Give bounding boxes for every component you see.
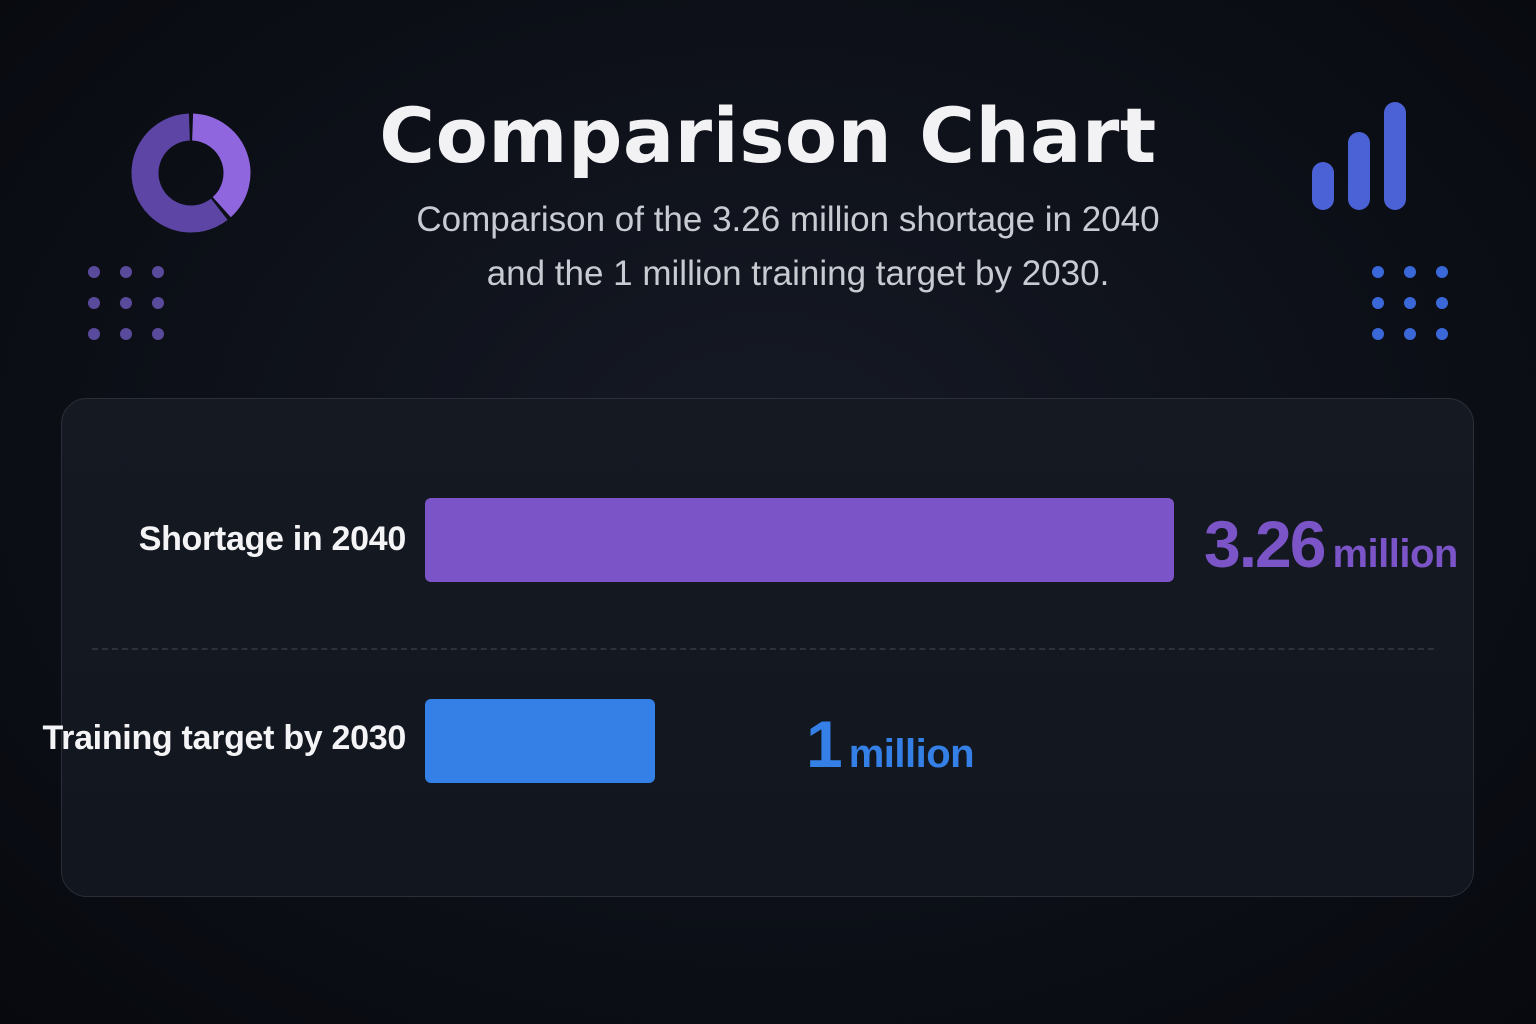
bar-shortage bbox=[425, 498, 1174, 582]
donut-dark-segment bbox=[131, 113, 228, 233]
decor-right-dot bbox=[1436, 297, 1448, 309]
value-label-shortage: 3.26 million bbox=[1204, 506, 1458, 582]
page-title: Comparison Chart bbox=[379, 91, 1157, 180]
bar-chart-icon bbox=[1312, 102, 1406, 210]
decor-right-dot bbox=[1404, 266, 1416, 278]
value-label-training: 1 million bbox=[806, 706, 975, 782]
decor-right-dot bbox=[1436, 266, 1448, 278]
decor-right-dot bbox=[1372, 328, 1384, 340]
decor-right-dot bbox=[1404, 328, 1416, 340]
bar-chart-icon-bar-3 bbox=[1384, 102, 1406, 210]
donut-chart-icon bbox=[131, 113, 251, 233]
dot-grid-left bbox=[88, 266, 164, 340]
decor-left-dot bbox=[88, 266, 100, 278]
page-subtitle-line-1: Comparison of the 3.26 million shortage … bbox=[416, 200, 1160, 239]
decor-left-dot bbox=[152, 266, 164, 278]
decor-right-dot bbox=[1372, 266, 1384, 278]
chart-panel bbox=[61, 398, 1474, 897]
decor-left-dot bbox=[120, 266, 132, 278]
bar-chart-icon-bar-2 bbox=[1348, 132, 1370, 210]
value-unit-shortage: million bbox=[1332, 532, 1458, 576]
donut-light-segment bbox=[191, 113, 251, 218]
bar-chart-icon-bar-1 bbox=[1312, 162, 1334, 210]
decor-left-dot bbox=[88, 297, 100, 309]
bar-training bbox=[425, 699, 655, 783]
category-label-shortage: Shortage in 2040 bbox=[138, 520, 407, 558]
category-label-training: Training target by 2030 bbox=[42, 719, 407, 757]
page-subtitle-line-2: and the 1 million training target by 203… bbox=[486, 254, 1110, 293]
decor-left-dot bbox=[152, 328, 164, 340]
value-number-shortage: 3.26 bbox=[1204, 507, 1326, 581]
decor-left-dot bbox=[88, 328, 100, 340]
decor-left-dot bbox=[120, 297, 132, 309]
decor-right-dot bbox=[1436, 328, 1448, 340]
divider-line bbox=[92, 648, 1434, 650]
decor-right-dot bbox=[1404, 297, 1416, 309]
decor-left-dot bbox=[120, 328, 132, 340]
dot-grid-right bbox=[1372, 266, 1448, 340]
decor-right-dot bbox=[1372, 297, 1384, 309]
value-unit-training: million bbox=[848, 732, 975, 776]
decor-left-dot bbox=[152, 297, 164, 309]
value-number-training: 1 bbox=[806, 707, 843, 781]
